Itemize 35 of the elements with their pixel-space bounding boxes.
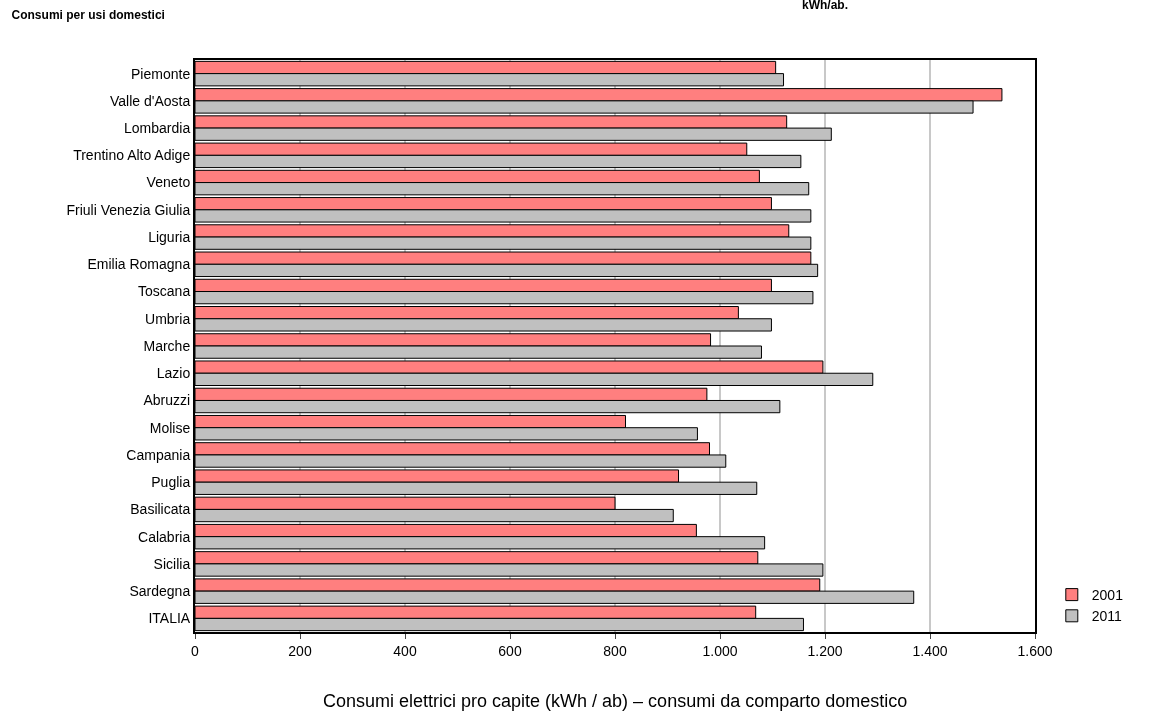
text: Consumi elettrici pro capite (kWh / ab) – consumi da comparto domestico (323, 691, 908, 711)
y-tick-label: Friuli Venezia Giulia (66, 201, 191, 218)
y-tick-label: Basilicata (130, 501, 191, 518)
legend-label: 2011 (1091, 608, 1123, 625)
y-tick-label: Marche (143, 337, 191, 354)
y-tick-label: Calabria (138, 528, 191, 545)
x-tick-label: 400 (393, 642, 417, 659)
x-tick-label: 800 (603, 642, 627, 659)
y-tick-label: Sardegna (129, 583, 191, 600)
y-tick-label: Toscana (138, 283, 191, 300)
y-tick-label: Veneto (146, 174, 191, 191)
x-tick-label: 1.400 (912, 642, 948, 659)
legend-label: 2001 (1091, 587, 1124, 604)
y-tick-label: Abruzzi (143, 392, 191, 409)
y-tick-label: Piemonte (131, 65, 191, 82)
y-tick-label: Liguria (148, 228, 191, 245)
y-tick-label: Campania (126, 446, 191, 463)
y-tick-label: Emilia Romagna (87, 256, 191, 273)
x-tick-label: 600 (498, 642, 522, 659)
x-tick-label: 0 (191, 642, 200, 659)
x-tick-label: 1.600 (1017, 642, 1053, 659)
text: Consumi per usi domestici (11, 8, 165, 23)
y-tick-label: Lazio (156, 365, 191, 382)
y-tick-label: Puglia (151, 474, 191, 491)
y-tick-label: Sicilia (153, 555, 191, 572)
x-tick-label: 1.200 (807, 642, 843, 659)
y-tick-label: Valle d'Aosta (109, 92, 191, 109)
x-tick-label: 200 (288, 642, 312, 659)
text: kWh/ab. (802, 0, 849, 12)
y-tick-label: Umbria (145, 310, 191, 327)
y-tick-label: ITALIA (148, 610, 191, 627)
x-tick-label: 1.000 (702, 642, 738, 659)
y-tick-label: Trentino Alto Adige (73, 147, 191, 164)
y-tick-label: Lombardia (124, 120, 191, 136)
y-tick-label: Molise (149, 419, 191, 436)
